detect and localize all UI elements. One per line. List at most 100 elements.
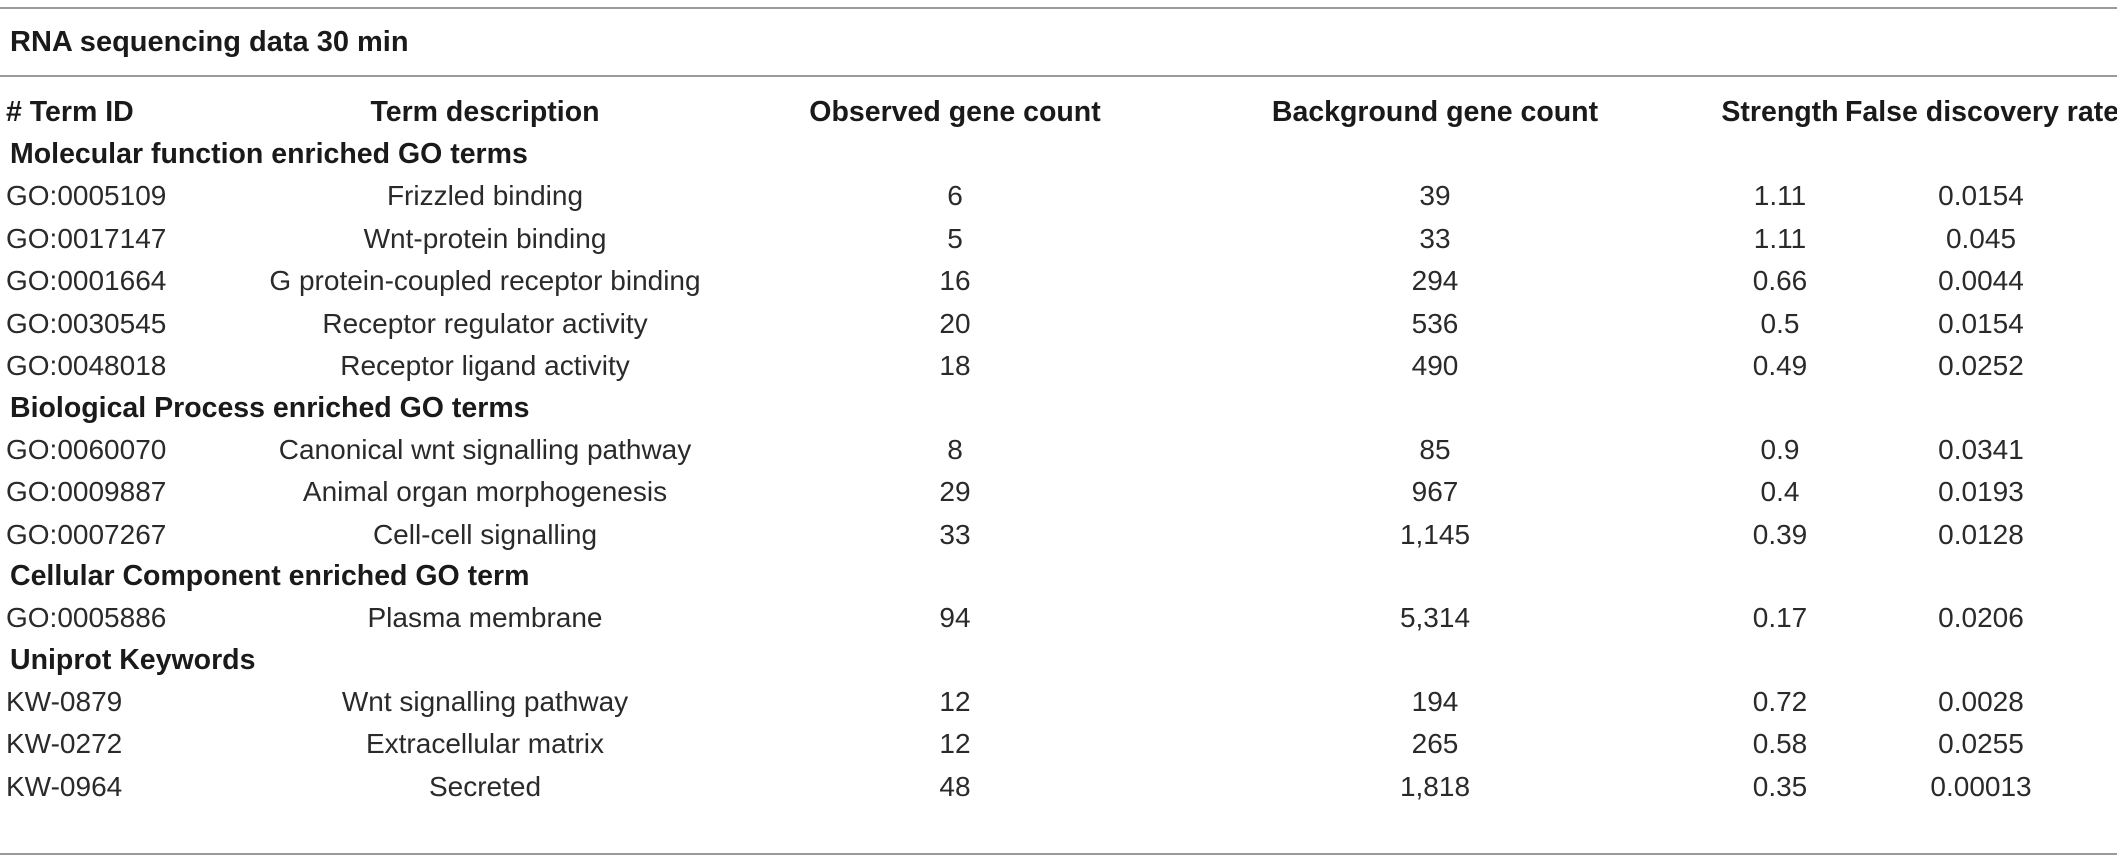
column-header-term-id: # Term ID (6, 95, 134, 128)
section-title: Uniprot Keywords (10, 643, 256, 676)
fdr-cell: 0.0154 (1938, 180, 2024, 212)
section-title: Molecular function enriched GO terms (10, 138, 528, 170)
enrichment-table: # Term ID Term description Observed gene… (0, 90, 2117, 808)
observed-count-cell: 8 (947, 433, 963, 465)
fdr-cell: 0.0193 (1938, 476, 2024, 508)
term-description-cell: Plasma membrane (367, 602, 603, 634)
column-header-observed-gene-count: Observed gene count (809, 95, 1101, 128)
table-row: GO:0048018 Receptor ligand activity 18 490 0… (0, 345, 2117, 388)
section-title: Biological Process enriched GO terms (10, 391, 530, 424)
term-id-cell: GO:0001664 (6, 265, 167, 297)
top-rule (0, 7, 2117, 9)
section-header-row: Molecular function enriched GO terms (0, 134, 2117, 175)
fdr-cell: 0.045 (1945, 222, 2017, 254)
fdr-cell: 0.0028 (1938, 685, 2024, 717)
bottom-rule (0, 853, 2117, 855)
section-title: Cellular Component enriched GO term (10, 560, 530, 592)
table-row: KW-0964 Secreted 48 1,818 0.35 0.00013 (0, 766, 2117, 809)
strength-cell: 0.4 (1760, 476, 1800, 508)
background-count-cell: 5,314 (1399, 602, 1471, 634)
column-header-background-gene-count: Background gene count (1271, 95, 1599, 128)
header-rule (0, 75, 2117, 77)
background-count-cell: 265 (1411, 728, 1459, 760)
observed-count-cell: 48 (939, 770, 971, 802)
table-body: Molecular function enriched GO terms GO:0… (0, 134, 2117, 808)
header-row: # Term ID Term description Observed gene… (0, 90, 2117, 134)
term-id-cell: GO:0060070 (6, 433, 167, 465)
term-description-cell: Animal organ morphogenesis (302, 476, 668, 508)
term-description-cell: Frizzled binding (386, 180, 584, 212)
section-header-row: Uniprot Keywords (0, 640, 2117, 681)
background-count-cell: 39 (1419, 180, 1451, 212)
strength-cell: 1.11 (1753, 180, 1807, 212)
table-row: GO:0007267 Cell-cell signalling 33 1,145 0.3… (0, 514, 2117, 557)
fdr-cell: 0.0341 (1938, 433, 2024, 465)
strength-cell: 0.39 (1752, 518, 1808, 550)
observed-count-cell: 5 (947, 222, 963, 254)
observed-count-cell: 94 (939, 602, 971, 634)
strength-cell: 0.72 (1752, 685, 1808, 717)
table-row: KW-0272 Extracellular matrix 12 265 0.58 0.02… (0, 723, 2117, 766)
term-id-cell: GO:0005886 (6, 602, 167, 634)
fdr-cell: 0.0154 (1938, 307, 2024, 339)
table-row: GO:0005109 Frizzled binding 6 39 1.11 0.0154 (0, 175, 2117, 218)
term-id-cell: GO:0009887 (6, 476, 167, 508)
observed-count-cell: 20 (939, 307, 971, 339)
term-id-cell: KW-0879 (6, 685, 123, 717)
term-description-cell: Cell-cell signalling (372, 518, 598, 550)
section-header-row: Cellular Component enriched GO term (0, 556, 2117, 597)
fdr-cell: 0.0206 (1938, 602, 2024, 634)
term-description-cell: Receptor ligand activity (340, 350, 630, 382)
term-id-cell: GO:0007267 (6, 518, 167, 550)
fdr-cell: 0.0252 (1938, 350, 2024, 382)
term-id-cell: GO:0048018 (6, 350, 167, 382)
fdr-cell: 0.00013 (1930, 770, 2032, 802)
term-id-cell: GO:0030545 (6, 307, 167, 339)
strength-cell: 0.5 (1760, 307, 1800, 339)
term-description-cell: Receptor regulator activity (322, 307, 648, 339)
background-count-cell: 1,145 (1399, 518, 1471, 550)
term-description-cell: Canonical wnt signalling pathway (278, 433, 692, 465)
observed-count-cell: 29 (939, 476, 971, 508)
column-header-term-description: Term description (370, 95, 600, 128)
background-count-cell: 1,818 (1399, 770, 1471, 802)
column-header-strength: Strength (1721, 95, 1839, 128)
background-count-cell: 194 (1411, 685, 1459, 717)
background-count-cell: 490 (1411, 350, 1459, 382)
term-id-cell: KW-0272 (6, 728, 123, 760)
observed-count-cell: 16 (939, 265, 971, 297)
background-count-cell: 967 (1411, 476, 1459, 508)
observed-count-cell: 12 (939, 728, 971, 760)
observed-count-cell: 12 (939, 685, 971, 717)
observed-count-cell: 6 (947, 180, 963, 212)
term-id-cell: GO:0017147 (6, 222, 167, 254)
term-id-cell: KW-0964 (6, 770, 123, 802)
strength-cell: 0.9 (1760, 433, 1800, 465)
table-row: GO:0030545 Receptor regulator activity 20 5… (0, 303, 2117, 346)
background-count-cell: 536 (1411, 307, 1459, 339)
table-row: KW-0879 Wnt signalling pathway 12 194 0.72 0.… (0, 681, 2117, 724)
background-count-cell: 294 (1411, 265, 1459, 297)
term-description-cell: G protein-coupled receptor binding (269, 265, 701, 297)
table-row: GO:0060070 Canonical wnt signalling pathw… (0, 429, 2117, 472)
table-row: GO:0001664 G protein-coupled receptor bin… (0, 260, 2117, 303)
fdr-cell: 0.0044 (1938, 265, 2024, 297)
background-count-cell: 33 (1419, 222, 1451, 254)
background-count-cell: 85 (1419, 433, 1451, 465)
table-caption: RNA sequencing data 30 min (10, 26, 409, 58)
observed-count-cell: 18 (939, 350, 971, 382)
term-description-cell: Wnt signalling pathway (341, 685, 629, 717)
strength-cell: 1.11 (1753, 222, 1807, 254)
fdr-cell: 0.0255 (1938, 728, 2024, 760)
strength-cell: 0.58 (1752, 728, 1808, 760)
strength-cell: 0.17 (1752, 602, 1808, 634)
table-row: GO:0005886 Plasma membrane 94 5,314 0.17 0.02… (0, 597, 2117, 640)
term-description-cell: Secreted (428, 770, 542, 802)
fdr-cell: 0.0128 (1938, 518, 2024, 550)
term-id-cell: GO:0005109 (6, 180, 167, 212)
term-description-cell: Extracellular matrix (365, 728, 605, 760)
strength-cell: 0.66 (1752, 265, 1808, 297)
strength-cell: 0.35 (1752, 770, 1808, 802)
table-row: GO:0017147 Wnt-protein binding 5 33 1.11 0.04… (0, 218, 2117, 261)
